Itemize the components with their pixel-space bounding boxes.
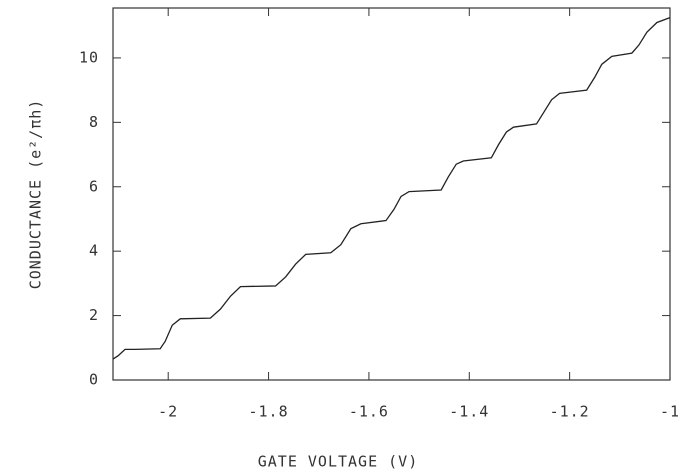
y-tick-label: 0 (89, 371, 99, 389)
y-tick-label: 6 (89, 177, 99, 195)
y-tick-label: 8 (89, 113, 99, 131)
x-tick-label: -1 (660, 403, 678, 421)
x-tick-label: -1.4 (449, 403, 489, 421)
y-tick-label: 2 (89, 306, 99, 324)
y-axis-label: CONDUCTANCE (e²/πh) (27, 99, 45, 290)
y-tick-label: 4 (89, 242, 99, 260)
plot-frame (112, 7, 671, 381)
x-tick-label: -1.2 (550, 403, 590, 421)
x-tick-label: -2 (158, 403, 178, 421)
y-tick-label: 10 (79, 48, 99, 66)
x-tick-label: -1.8 (248, 403, 288, 421)
x-tick-label: -1.6 (349, 403, 389, 421)
data-line (112, 17, 671, 360)
x-axis-label: GATE VOLTAGE (V) (258, 453, 419, 471)
